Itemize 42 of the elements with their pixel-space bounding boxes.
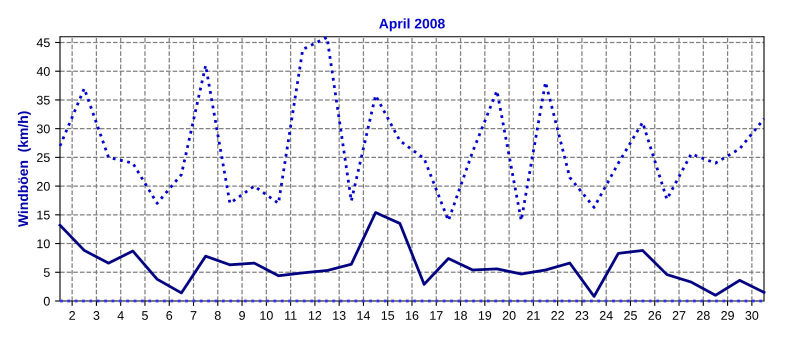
x-tick-label: 19 (478, 311, 492, 320)
chart-title: April 2008 (379, 18, 445, 32)
x-tick-label: 22 (551, 311, 564, 320)
x-tick-label: 13 (333, 311, 346, 320)
x-tick-label: 28 (696, 311, 710, 320)
y-tick-label: 35 (36, 96, 50, 105)
x-tick-label: 30 (745, 311, 758, 320)
x-tick-label: 4 (118, 311, 124, 320)
x-tick-label: 18 (454, 311, 467, 320)
x-tick-label: 29 (721, 311, 734, 320)
x-tick-label: 10 (260, 311, 273, 320)
x-tick-label: 6 (166, 311, 172, 320)
x-tick-label: 9 (239, 311, 245, 320)
x-tick-label: 17 (430, 311, 443, 320)
x-tick-label: 15 (382, 311, 394, 320)
x-tick-label: 27 (672, 311, 686, 320)
x-tick-label: 16 (406, 311, 418, 320)
y-tick-label: 45 (36, 38, 50, 48)
x-tick-label: 11 (285, 311, 296, 320)
y-tick-label: 10 (37, 239, 50, 248)
x-tick-label: 25 (624, 311, 637, 320)
x-tick-label: 23 (576, 311, 588, 320)
y-tick-label: 40 (36, 67, 50, 76)
x-tick-label: 3 (93, 311, 100, 320)
x-tick-label: 2 (69, 311, 75, 320)
line-series (58, 211, 766, 298)
y-axis-title: Windböen (km/h) (18, 111, 31, 228)
x-tick-label: 7 (190, 311, 196, 320)
x-tick-label: 24 (600, 311, 613, 320)
x-tick-label: 12 (308, 311, 322, 320)
x-tick-label: 5 (142, 311, 148, 320)
y-tick-label: 0 (44, 296, 50, 306)
x-tick-label: 21 (527, 311, 540, 320)
y-tick-label: 30 (36, 124, 50, 134)
x-tick-label: 14 (357, 311, 370, 320)
y-tick-label: 5 (44, 268, 50, 277)
y-tick-label: 25 (37, 153, 50, 162)
y-tick-label: 20 (37, 182, 50, 191)
y-tick-label: 15 (37, 210, 50, 220)
x-tick-label: 20 (502, 311, 516, 320)
x-tick-label: 26 (648, 311, 662, 320)
x-tick-label: 8 (214, 311, 221, 320)
